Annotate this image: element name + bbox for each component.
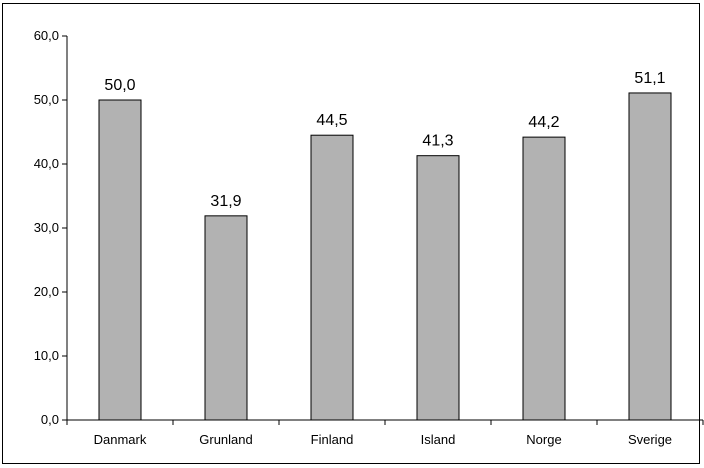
data-label: 51,1 (634, 70, 665, 87)
bar-finland (310, 134, 354, 421)
axes: 0,0 10,0 20,0 30,0 40,0 50,0 60,0 (34, 28, 704, 427)
labels: 50,0 Danmark 31,9 Grunland 44,5 Finland 41,3 Is… (94, 70, 672, 447)
bar-danmark (98, 99, 142, 421)
y-tick-label: 60,0 (34, 28, 59, 43)
data-label: 31,9 (210, 193, 241, 210)
bar-grunland (204, 215, 248, 421)
bar-sverige (628, 92, 672, 421)
bar-island (416, 155, 460, 421)
y-tick-label: 30,0 (34, 220, 59, 235)
x-tick-label: Island (421, 432, 456, 447)
data-label: 41,3 (422, 133, 453, 150)
data-label: 50,0 (104, 77, 135, 94)
bar-norge (522, 136, 566, 421)
y-tick-label: 0,0 (41, 412, 59, 427)
x-tick-label: Danmark (94, 432, 147, 447)
x-tick-label: Sverige (628, 432, 672, 447)
data-label: 44,5 (316, 112, 347, 129)
y-tick-label: 50,0 (34, 92, 59, 107)
y-tick-label: 20,0 (34, 284, 59, 299)
bars (98, 92, 672, 421)
x-tick-label: Finland (311, 432, 354, 447)
x-tick-label: Grunland (199, 432, 252, 447)
y-tick-label: 40,0 (34, 156, 59, 171)
data-label: 44,2 (528, 114, 559, 131)
y-tick-label: 10,0 (34, 348, 59, 363)
x-tick-label: Norge (526, 432, 561, 447)
